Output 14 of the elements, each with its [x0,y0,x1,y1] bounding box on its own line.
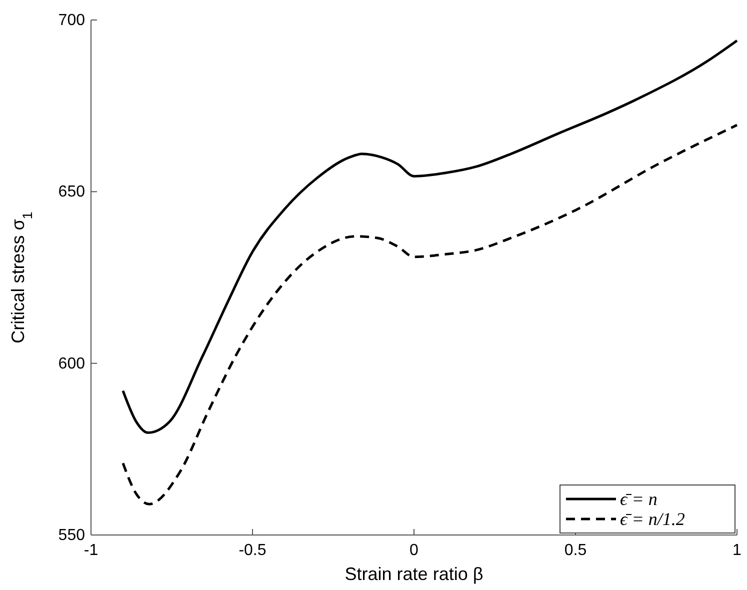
x-tick-label: 0.5 [564,542,587,559]
legend-label: ϵ̄ = n/1.2 [620,509,685,529]
x-axis-title: Strain rate ratio β [344,564,484,584]
line-series [122,39,738,434]
y-tick-label: 550 [58,527,86,544]
legend-label: ϵ̄ = n [620,489,658,509]
y-tick-label: 600 [58,355,86,372]
x-tick-label: 0 [410,542,419,559]
line-series [122,124,738,506]
y-tick-label: 650 [58,184,86,201]
x-tick-label: -0.5 [238,542,266,559]
x-tick-label: 1 [732,542,742,559]
y-tick-label: 700 [58,12,86,29]
x-tick-label: -1 [84,542,98,559]
